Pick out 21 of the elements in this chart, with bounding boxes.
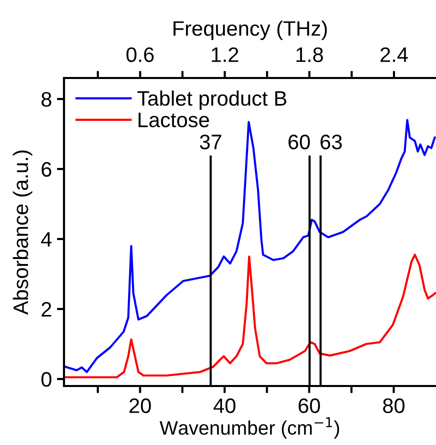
y-axis-title: Absorbance (a.u.) [12,150,32,315]
ref-line-label: 60 [288,134,310,150]
x2-tick-label: 2.4 [380,47,408,62]
y-tick-label: 6 [42,162,52,177]
x-tick-label: 20 [130,398,151,414]
legend-label: Lactose [138,112,209,128]
x2-axis-title: Frequency (THz) [174,20,327,40]
x2-tick-label: 1.2 [212,47,238,62]
y-tick-label: 8 [42,92,52,107]
y-tick-label: 2 [42,302,52,317]
ref-line-label: 37 [200,134,222,150]
x2-tick-label: 0.6 [126,47,154,62]
y-tick-label: 4 [41,232,52,247]
x2-tick-label: 1.8 [296,47,323,62]
ref-line-label: 63 [320,134,342,150]
legend-label: Tablet product B [137,90,286,110]
x-axis-title: Wavenumber (cm$^{−1}$) [160,417,340,439]
y-tick-label: 0 [41,372,52,387]
x-tick-label: 40 [214,398,236,414]
x-tick-label: 60 [298,398,320,414]
x-tick-label: 80 [383,398,404,414]
